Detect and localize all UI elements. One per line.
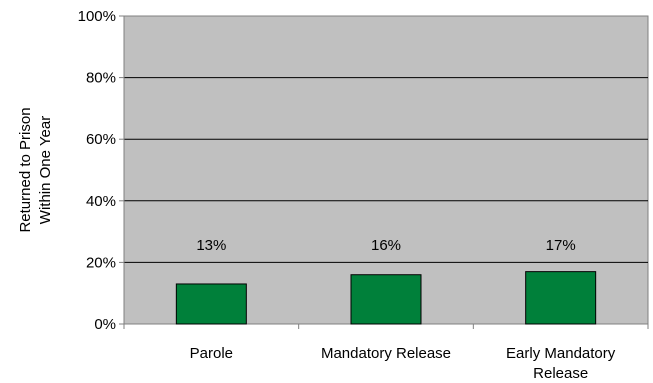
- x-category-label: Mandatory Release: [321, 345, 451, 362]
- bar-value-label: 17%: [546, 237, 576, 254]
- y-tick-label: 20%: [86, 254, 116, 271]
- x-category-label: Parole: [190, 345, 233, 362]
- y-tick-label: 40%: [86, 193, 116, 210]
- y-tick-label: 0%: [94, 316, 116, 333]
- bar: [525, 271, 597, 325]
- y-tick-label: 80%: [86, 70, 116, 87]
- x-axis: Parole Mandatory Release Early Mandatory Re…: [123, 323, 649, 382]
- bar: [350, 274, 422, 325]
- bar-value-label: 16%: [371, 237, 401, 254]
- bar: [175, 283, 247, 325]
- x-category-label: Early Mandatory Release: [506, 345, 616, 382]
- gridlines: [124, 77, 648, 263]
- bar-value-label: 13%: [196, 237, 226, 254]
- value-labels: 13% 16% 17%: [196, 237, 575, 254]
- y-tick-label: 60%: [86, 131, 116, 148]
- y-tick-label: 100%: [78, 8, 116, 25]
- bars: [175, 271, 597, 325]
- y-axis: 0% 20% 40% 60% 80% 100%: [78, 8, 125, 333]
- y-axis-title: Returned to Prison Within One Year: [17, 107, 54, 232]
